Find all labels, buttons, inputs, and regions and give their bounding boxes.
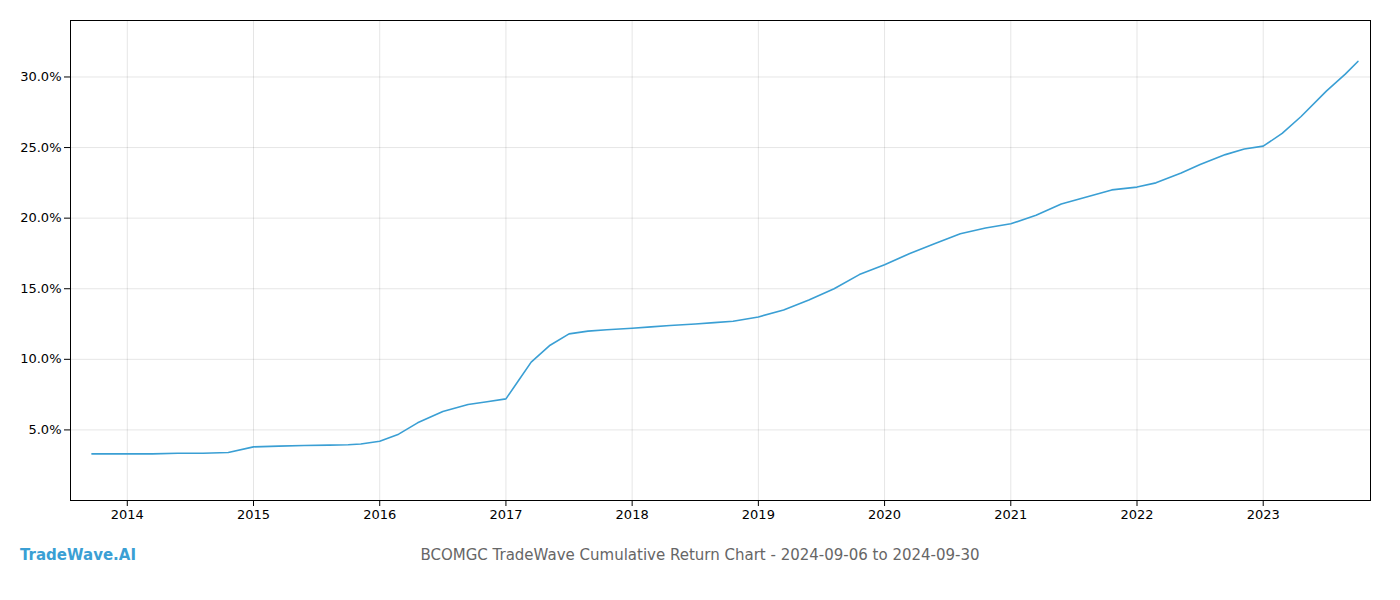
svg-text:10.0%: 10.0%	[20, 351, 61, 366]
svg-text:2016: 2016	[363, 507, 396, 522]
svg-text:2014: 2014	[111, 507, 144, 522]
html-text:TradeWave.AI: TradeWave.AI	[20, 546, 136, 564]
svg-text:2018: 2018	[616, 507, 649, 522]
svg-text:2020: 2020	[868, 507, 901, 522]
svg-text:2023: 2023	[1247, 507, 1280, 522]
svg-text:2017: 2017	[489, 507, 522, 522]
svg-text:2019: 2019	[742, 507, 775, 522]
svg-text:5.0%: 5.0%	[28, 422, 61, 437]
html-text:BCOMGC TradeWave Cumulative Re: BCOMGC TradeWave Cumulative Return Chart…	[420, 546, 980, 564]
svg-text:2015: 2015	[237, 507, 270, 522]
svg-text:15.0%: 15.0%	[20, 281, 61, 296]
svg-text:25.0%: 25.0%	[20, 140, 61, 155]
svg-text:20.0%: 20.0%	[20, 210, 61, 225]
svg-text:30.0%: 30.0%	[20, 69, 61, 84]
svg-text:2021: 2021	[994, 507, 1027, 522]
svg-text:2022: 2022	[1120, 507, 1153, 522]
